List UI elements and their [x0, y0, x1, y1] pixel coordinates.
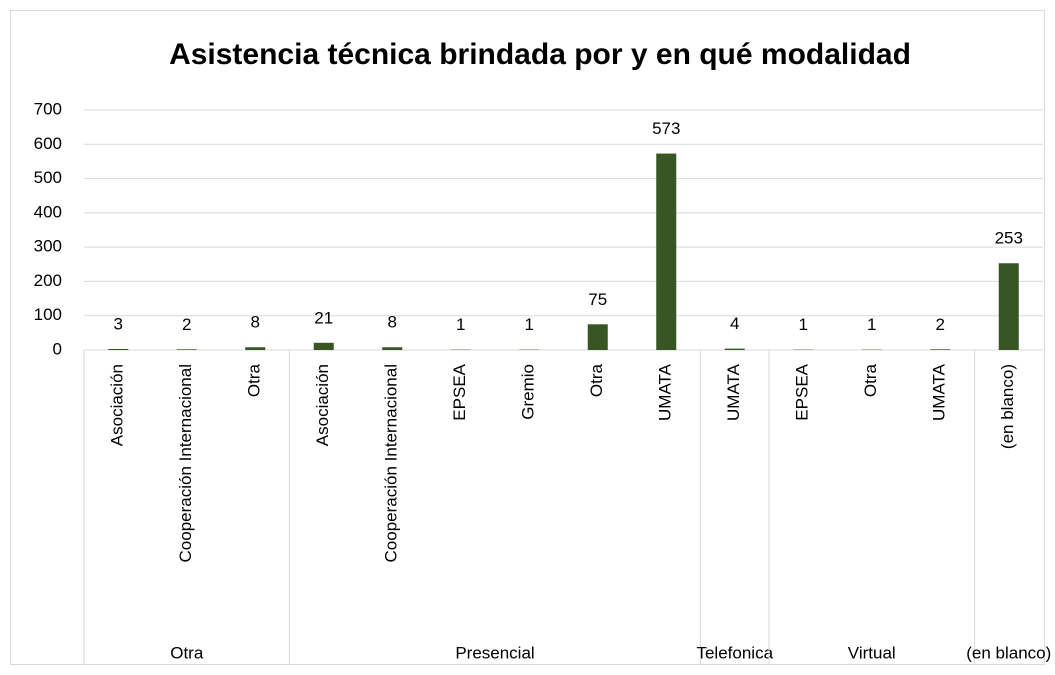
x-tick-label: (en blanco): [998, 364, 1017, 449]
x-tick-label: UMATA: [656, 363, 675, 421]
bar: [382, 347, 403, 350]
y-tick-label: 700: [34, 99, 62, 118]
bar: [176, 349, 197, 350]
data-label: 21: [314, 308, 333, 327]
data-label: 1: [525, 315, 534, 334]
bar: [656, 153, 677, 350]
data-label: 2: [182, 315, 191, 334]
y-tick-label: 500: [34, 168, 62, 187]
bar: [313, 342, 334, 350]
x-tick-label: Otra: [861, 363, 880, 397]
data-label: 1: [799, 315, 808, 334]
y-tick-label: 600: [34, 134, 62, 153]
group-label: Virtual: [848, 643, 896, 662]
data-label: 573: [652, 119, 680, 138]
y-tick-label: 300: [34, 237, 62, 256]
x-tick-label: Cooperación Internacional: [176, 364, 195, 562]
y-tick-label: 400: [34, 202, 62, 221]
x-tick-label: Gremio: [519, 364, 538, 420]
group-label: Telefonica: [696, 643, 773, 662]
data-label: 3: [114, 314, 123, 333]
x-tick-label: Cooperación Internacional: [382, 364, 401, 562]
y-tick-label: 100: [34, 305, 62, 324]
chart-border: [10, 10, 1045, 665]
chart-title: Asistencia técnica brindada por y en qué…: [169, 38, 911, 71]
data-label: 8: [388, 313, 397, 332]
x-tick-label: Otra: [587, 363, 606, 397]
data-label: 75: [588, 290, 607, 309]
y-tick-label: 200: [34, 271, 62, 290]
x-tick-label: Asociación: [313, 364, 332, 446]
group-label: (en blanco): [966, 643, 1051, 662]
bar: [587, 324, 608, 350]
y-tick-label: 0: [53, 339, 62, 358]
x-tick-label: Asociación: [108, 364, 127, 446]
data-label: 8: [251, 313, 260, 332]
bar: [724, 348, 745, 350]
data-label: 253: [995, 229, 1023, 248]
bar: [998, 263, 1019, 350]
bar: [108, 348, 129, 350]
data-label: 1: [867, 315, 876, 334]
x-tick-label: UMATA: [724, 363, 743, 421]
x-tick-label: EPSEA: [450, 363, 469, 420]
group-label: Presencial: [455, 643, 534, 662]
x-tick-label: UMATA: [930, 363, 949, 421]
x-tick-label: Otra: [245, 363, 264, 397]
x-tick-label: EPSEA: [793, 363, 812, 420]
bar: [930, 349, 951, 350]
group-label: Otra: [170, 643, 204, 662]
data-label: 1: [456, 315, 465, 334]
bar: [245, 347, 266, 350]
data-label: 4: [730, 314, 739, 333]
data-label: 2: [936, 315, 945, 334]
